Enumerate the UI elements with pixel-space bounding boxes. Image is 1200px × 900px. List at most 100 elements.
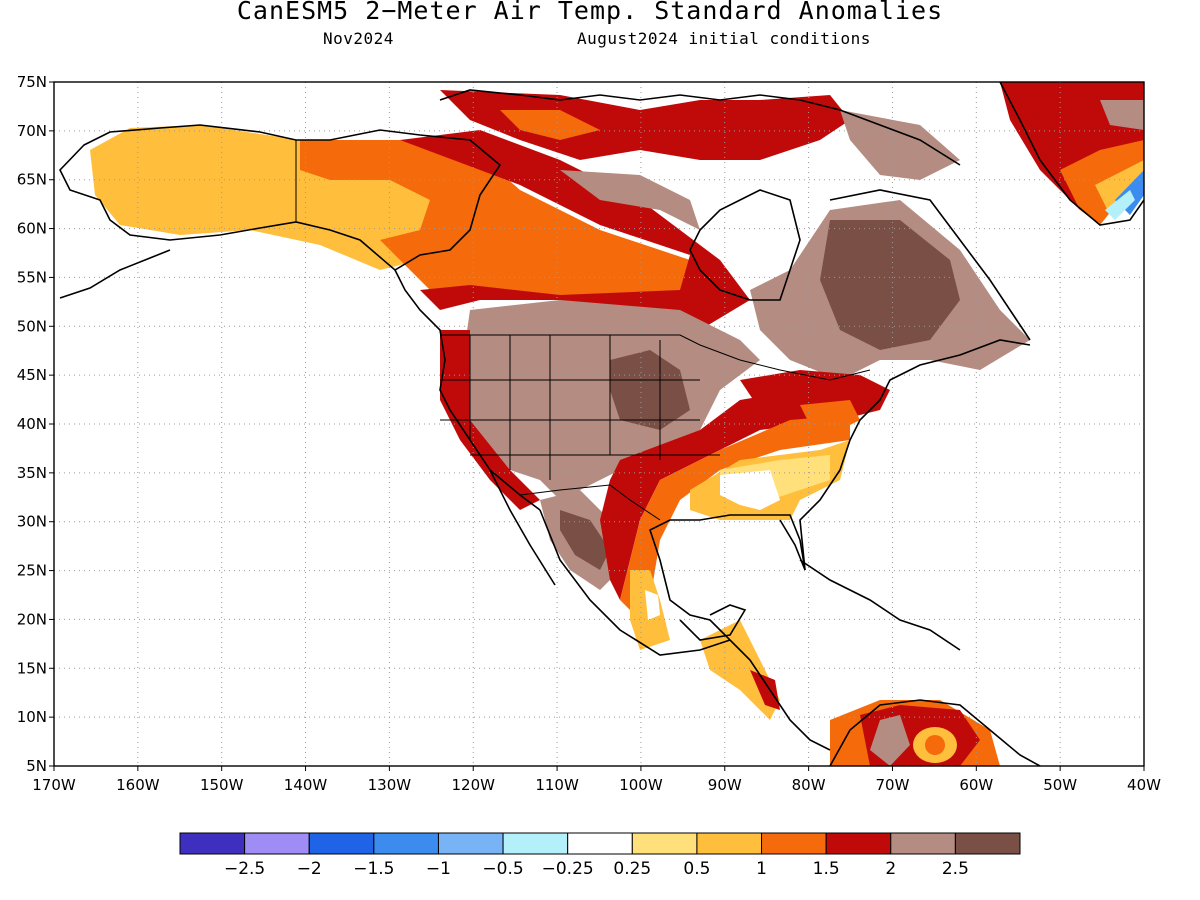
coast-hudson bbox=[689, 189, 801, 301]
lon-label: 60W bbox=[959, 776, 993, 794]
shade-midatlantic-orange bbox=[800, 400, 860, 430]
coast-baja bbox=[489, 469, 556, 586]
coast-labrador bbox=[829, 189, 1031, 341]
lat-label: 45N bbox=[17, 366, 47, 384]
colorbar-label: −2 bbox=[297, 859, 322, 879]
lat-label: 25N bbox=[17, 562, 47, 580]
colorbar-swatch bbox=[308, 832, 375, 855]
lon-label: 90W bbox=[708, 776, 742, 794]
political-borders bbox=[295, 140, 871, 521]
lon-label: 150W bbox=[200, 776, 244, 794]
colorbar-swatch bbox=[502, 832, 569, 855]
colorbar-swatch bbox=[244, 832, 310, 855]
coast-east-us bbox=[799, 339, 1031, 571]
colorbar-swatch bbox=[696, 832, 763, 855]
colorbar-label: 0.25 bbox=[613, 859, 651, 879]
chart-title: CanESM5 2−Meter Air Temp. Standard Anoma… bbox=[236, 0, 944, 25]
map-gridlines bbox=[54, 82, 1144, 766]
lat-label: 30N bbox=[17, 513, 47, 531]
colorbar-swatch bbox=[954, 832, 1021, 855]
colorbar-swatch bbox=[179, 832, 246, 855]
shade-central-canada bbox=[400, 130, 750, 330]
shade-baffin-mauve bbox=[840, 110, 960, 180]
colorbar-label: −2.5 bbox=[224, 859, 265, 879]
colorbar-swatch bbox=[437, 832, 504, 855]
coast-alaska bbox=[59, 124, 502, 271]
lon-label: 70W bbox=[876, 776, 910, 794]
colorbar-swatch bbox=[890, 832, 956, 855]
coast-mexico-west bbox=[539, 509, 731, 656]
lat-label: 20N bbox=[17, 610, 47, 628]
anomaly-shading bbox=[90, 82, 1144, 766]
shade-hudson-mauve bbox=[560, 170, 700, 230]
shade-greenland-lightblue bbox=[1105, 190, 1135, 220]
lon-label: 110W bbox=[535, 776, 579, 794]
coast-arctic bbox=[439, 89, 961, 166]
lon-label: 80W bbox=[792, 776, 826, 794]
lat-label: 55N bbox=[17, 268, 47, 286]
colorbar-swatch bbox=[631, 832, 698, 855]
shade-mexico-dark bbox=[560, 510, 610, 570]
lon-label: 100W bbox=[619, 776, 663, 794]
lat-label: 75N bbox=[17, 73, 47, 91]
lat-label: 50N bbox=[17, 317, 47, 335]
coast-aleutians bbox=[59, 249, 171, 299]
lon-label: 160W bbox=[116, 776, 160, 794]
colorbar-label: 0.5 bbox=[683, 859, 710, 879]
coast-central-am bbox=[729, 639, 831, 751]
colorbar-label: 2.5 bbox=[942, 859, 969, 879]
lon-label: 40W bbox=[1127, 776, 1161, 794]
lon-label: 50W bbox=[1043, 776, 1077, 794]
shade-southeast-white bbox=[720, 470, 780, 510]
border-states-1 bbox=[469, 335, 661, 480]
shade-northeast-red bbox=[740, 370, 890, 410]
border-states-2 bbox=[440, 379, 720, 456]
coast-south-am bbox=[829, 699, 1041, 766]
initial-conditions: August2024 initial conditions bbox=[577, 29, 871, 48]
lon-label: 140W bbox=[284, 776, 328, 794]
forecast-month: Nov2024 bbox=[323, 29, 394, 48]
colorbar-swatch bbox=[825, 832, 892, 855]
shade-southern-red bbox=[600, 390, 880, 600]
lat-label: 5N bbox=[26, 757, 47, 775]
border-us-canada bbox=[440, 334, 871, 381]
lat-label: 70N bbox=[17, 122, 47, 140]
shade-central-am-red bbox=[750, 670, 780, 710]
colorbar-label: 1 bbox=[756, 859, 767, 879]
colorbar-swatch bbox=[567, 832, 633, 855]
coast-caribbean bbox=[799, 559, 961, 651]
shade-gulf-white bbox=[645, 590, 660, 620]
shade-arctic-orange bbox=[500, 110, 600, 140]
colorbar: −2.5 −2 −1.5 −1 −0.5 −0.25 0.25 0.5 1 1.5 2 2.5 bbox=[179, 832, 1021, 879]
colorbar-label: −0.5 bbox=[482, 859, 523, 879]
shade-greenland-yellow bbox=[1095, 160, 1144, 215]
lon-label: 130W bbox=[368, 776, 412, 794]
coast-yucatan bbox=[679, 604, 747, 641]
shade-quebec-dark bbox=[820, 220, 960, 350]
coast-greenland bbox=[999, 82, 1144, 226]
lat-label: 40N bbox=[17, 415, 47, 433]
lon-label: 120W bbox=[451, 776, 495, 794]
latitude-labels: 75N 70N 65N 60N 55N 50N 45N 40N 35N 30N 25N 20N 15N 1… bbox=[17, 73, 54, 775]
colorbar-label: −1.5 bbox=[353, 859, 394, 879]
lat-label: 60N bbox=[17, 220, 47, 238]
coast-gulf bbox=[649, 514, 806, 641]
colorbar-label: 1.5 bbox=[813, 859, 840, 879]
colorbar-swatch bbox=[761, 832, 827, 855]
coast-bc bbox=[394, 269, 541, 511]
colorbar-label: 2 bbox=[885, 859, 896, 879]
shade-sa-mauve bbox=[870, 715, 910, 766]
lat-label: 10N bbox=[17, 708, 47, 726]
lat-label: 35N bbox=[17, 464, 47, 482]
shade-greenland-mauve bbox=[1100, 100, 1144, 130]
colorbar-label: −1 bbox=[426, 859, 451, 879]
lat-label: 65N bbox=[17, 171, 47, 189]
lat-label: 15N bbox=[17, 659, 47, 677]
lon-label: 170W bbox=[32, 776, 76, 794]
border-us-mexico bbox=[519, 484, 661, 521]
shade-arctic-islands bbox=[440, 90, 850, 160]
coastlines bbox=[59, 82, 1144, 766]
shade-sa-core bbox=[925, 735, 945, 755]
colorbar-swatch bbox=[373, 832, 439, 855]
